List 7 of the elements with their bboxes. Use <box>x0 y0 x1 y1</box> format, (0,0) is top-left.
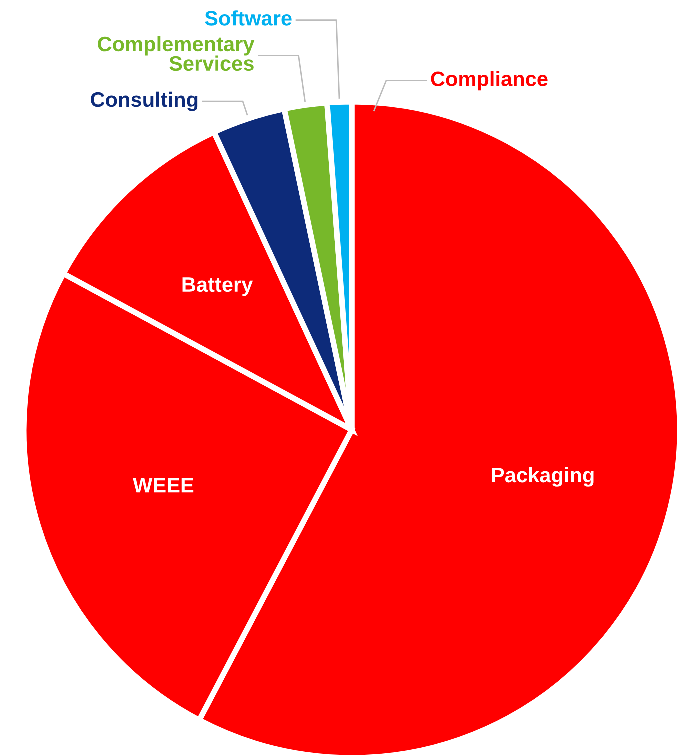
slice-label: WEEE <box>133 478 194 493</box>
slice-label: Packaging <box>492 467 594 487</box>
slice-label: Software <box>205 10 292 26</box>
slice-label: Battery <box>182 278 254 296</box>
text: Compliance <box>431 71 548 91</box>
slice-label: Complementary Services <box>98 36 255 72</box>
slice-label: Consulting <box>91 92 198 112</box>
